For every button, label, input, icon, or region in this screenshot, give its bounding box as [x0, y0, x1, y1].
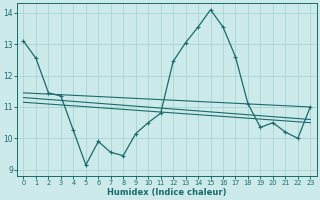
X-axis label: Humidex (Indice chaleur): Humidex (Indice chaleur) [107, 188, 227, 197]
